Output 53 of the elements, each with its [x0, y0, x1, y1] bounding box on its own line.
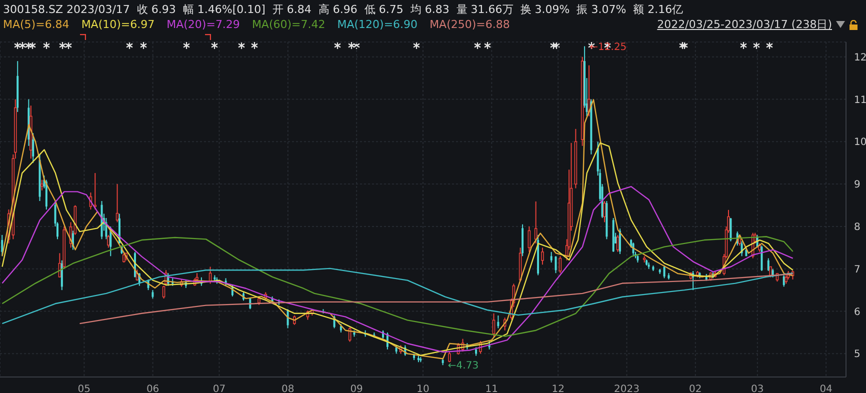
text: MA(250)=6.88 [430, 18, 510, 31]
candlestick [760, 245, 763, 272]
text: MA(20)=7.29 [166, 18, 240, 31]
text: MA(120)=6.90 [337, 18, 418, 31]
x-tick-label: 05 [78, 384, 91, 393]
candlestick [40, 179, 44, 191]
x-tick-label: 2023 [614, 384, 640, 393]
y-tick-label: 7 [854, 264, 860, 276]
candlestick [497, 315, 500, 329]
candlestick [448, 351, 451, 363]
line-series [2, 268, 794, 324]
candlestick [618, 228, 621, 255]
y-tick-label: 12 [854, 52, 866, 64]
candlestick [541, 247, 544, 266]
y-tick-label: 9 [854, 180, 860, 191]
line-series [2, 142, 794, 356]
text: MA(10)=6.97 [81, 18, 155, 31]
candlestick [558, 256, 562, 274]
x-tick-label: 06 [146, 384, 160, 393]
x-tick-label: 12 [552, 384, 564, 393]
candlestick [1, 234, 4, 257]
candlestick [616, 234, 620, 252]
y-tick-label: 8 [854, 222, 860, 234]
x-tick-label: 08 [282, 384, 294, 393]
annotation: ←4.73 [448, 360, 479, 372]
candlestick [116, 184, 119, 223]
x-tick-label: 10 [416, 384, 430, 393]
candlestick [730, 217, 732, 242]
candlestick [32, 132, 34, 164]
text: MA(60)=7.42 [252, 18, 326, 31]
candlestick [162, 285, 166, 300]
x-tick-label: 11 [485, 384, 498, 393]
line-series [2, 186, 794, 353]
x-tick-label: 04 [820, 384, 832, 393]
candlestick [663, 264, 666, 279]
candlestick [550, 251, 552, 264]
y-tick-label: 11 [854, 94, 866, 106]
x-tick-label: 09 [350, 384, 363, 393]
candlestick [603, 200, 606, 223]
x-tick-label: 02 [689, 384, 702, 393]
candlestick [554, 256, 557, 274]
text: MA(5)=6.84 [3, 18, 70, 31]
chart-subtitle: 2022/03/25-2023/03/17 (238日) [657, 17, 832, 32]
y-tick-label: 5 [854, 349, 860, 360]
chart-title: 300158.SZ 2023/03/17 收 6.93 幅 1.46%[0.10] 开 6.84 高 6.96 低 6.75 均 6.83 量 31.66万 换 3.09% 振 3.07% 额 2.16亿 [3, 2, 684, 17]
x-tick-label: 03 [751, 384, 764, 393]
candlestick [107, 234, 110, 248]
y-tick-label: 6 [854, 306, 860, 318]
annotation: ←12.25 [590, 42, 627, 53]
candlestick [769, 266, 772, 278]
line-series [2, 99, 794, 360]
x-tick-label: 07 [212, 384, 226, 393]
y-tick-label: 10 [854, 137, 866, 148]
